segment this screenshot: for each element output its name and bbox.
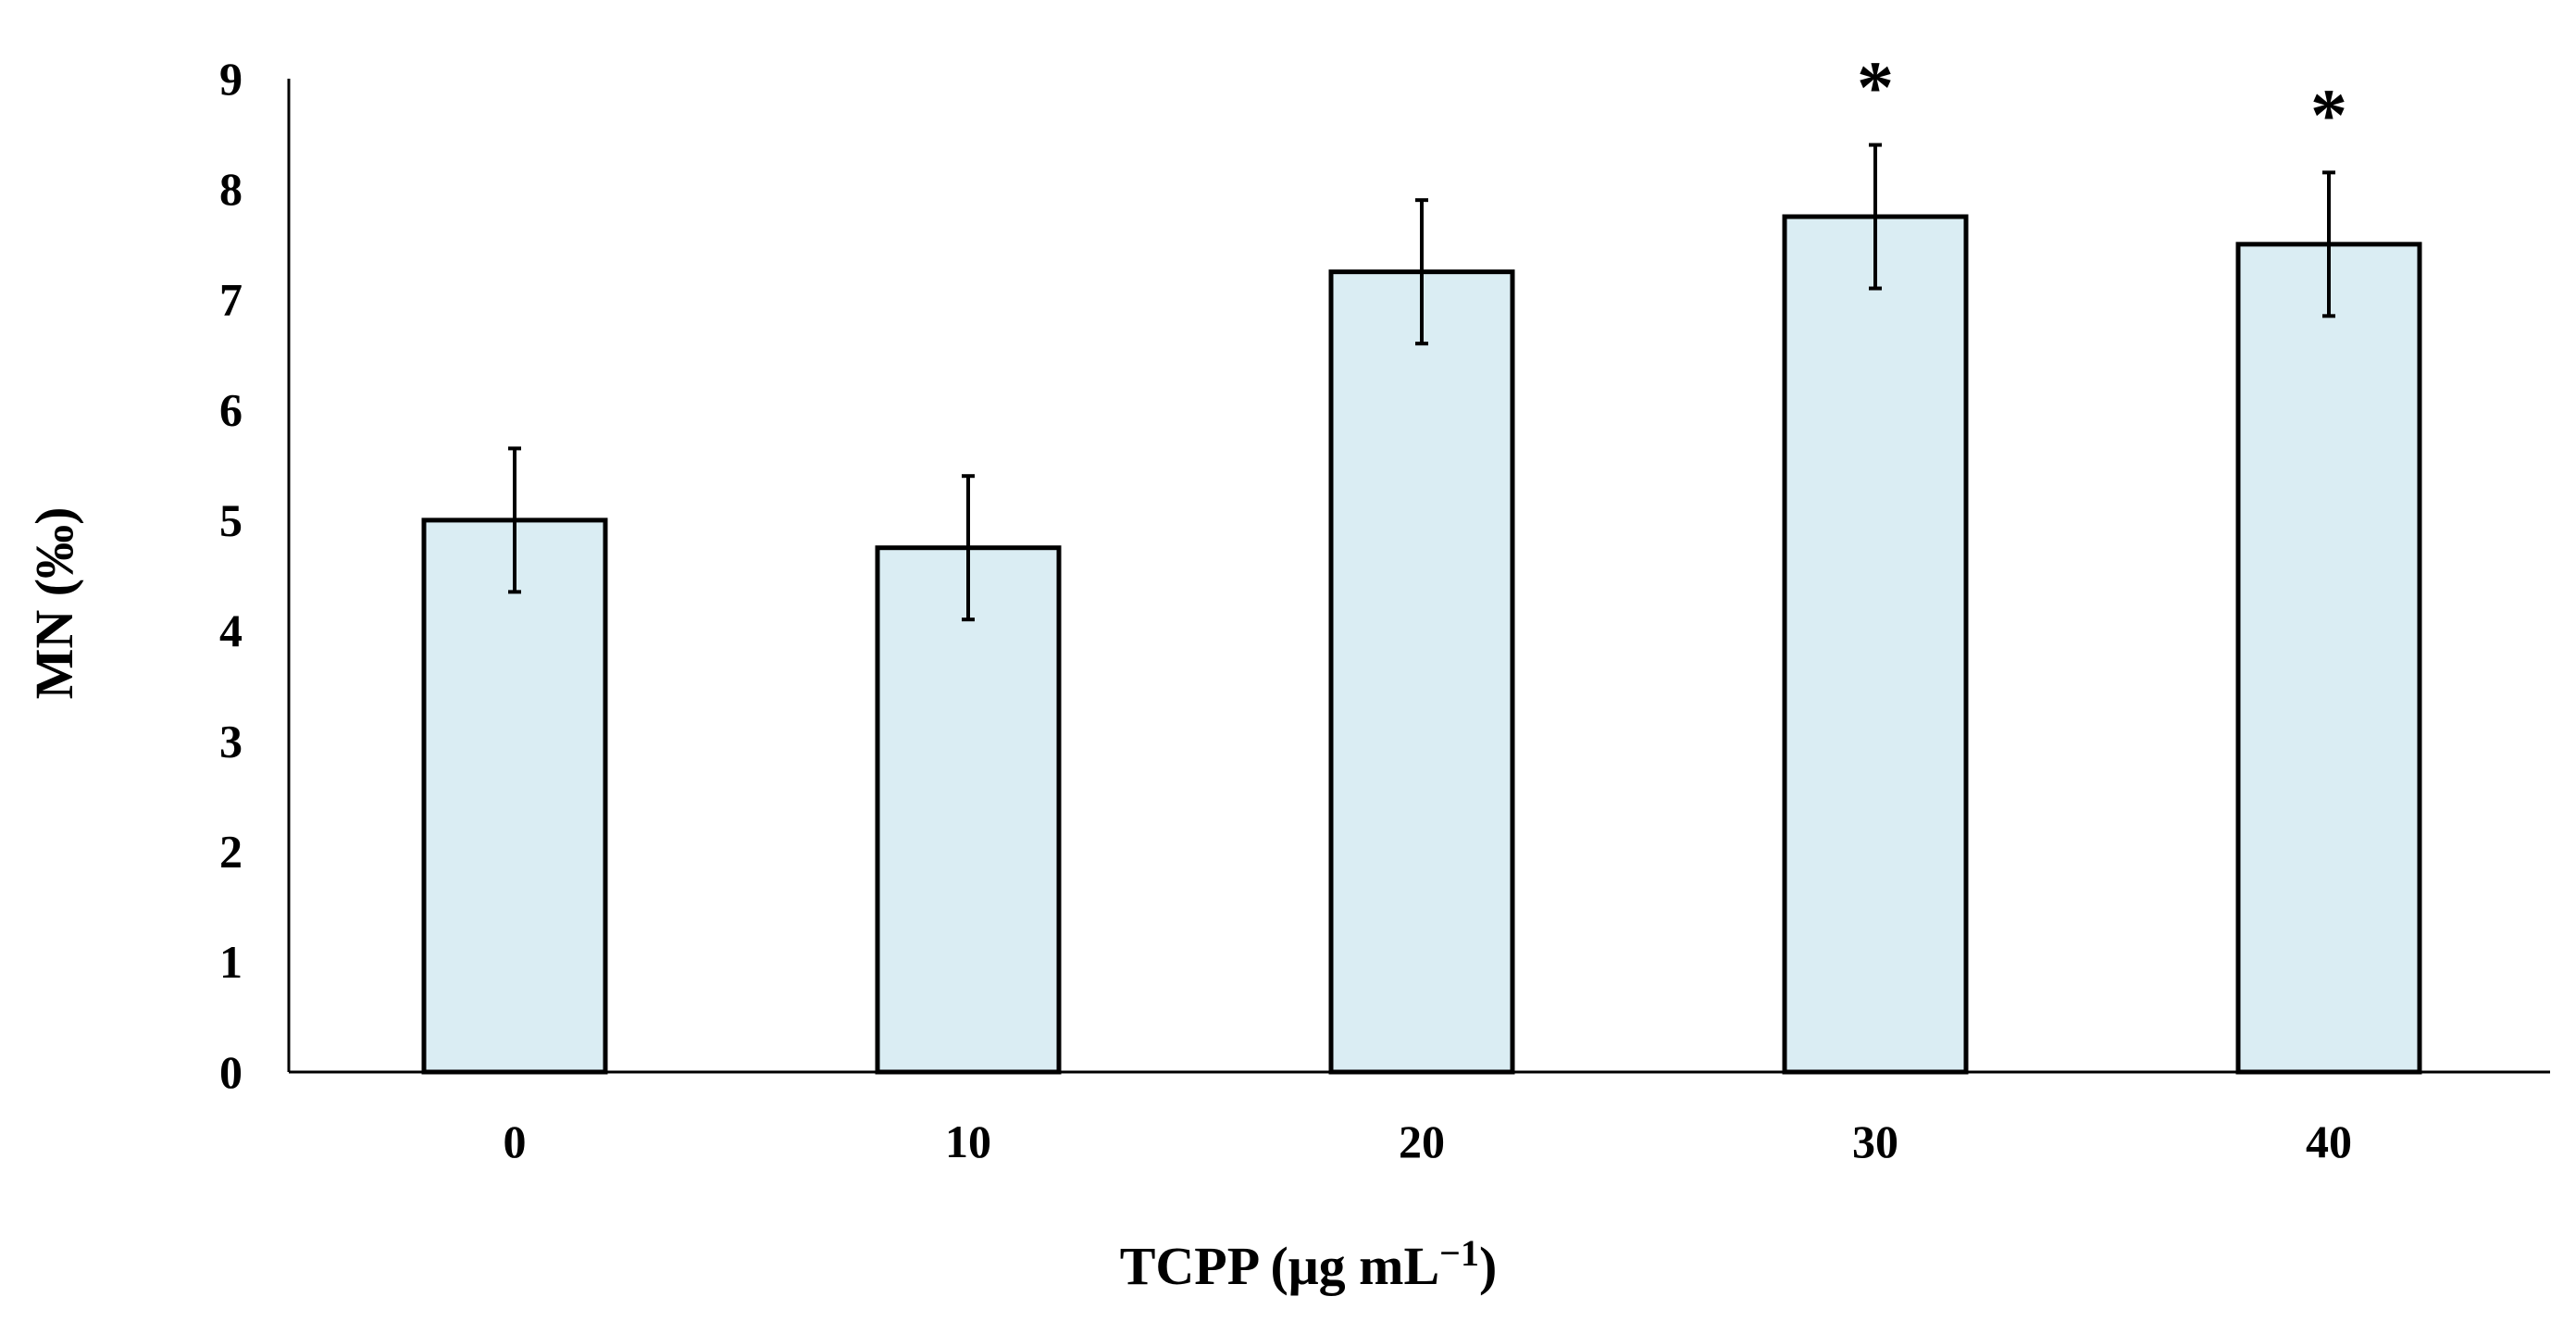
x-axis-title: TCPP (μg mL−1) (1120, 1232, 1498, 1296)
x-tick-label: 10 (945, 1116, 991, 1167)
y-tick-label: 7 (219, 273, 243, 325)
significance-marker-30: * (1857, 48, 1894, 130)
y-tick-label: 8 (219, 163, 243, 215)
x-tick-label: 40 (2306, 1116, 2352, 1167)
y-tick-label: 2 (219, 826, 243, 878)
significance-marker-40: * (2310, 75, 2347, 156)
y-tick-label: 3 (219, 715, 243, 767)
bar-30 (1782, 214, 1969, 1075)
significance-markers: * * (1857, 48, 2347, 157)
y-tick-label: 0 (219, 1046, 243, 1098)
y-tick-label: 9 (219, 53, 243, 105)
error-bars-layer (508, 143, 2335, 622)
bar-0 (421, 517, 608, 1075)
x-axis-title-main: TCPP (μg mL (1120, 1236, 1439, 1296)
x-tick-label: 0 (504, 1116, 527, 1167)
x-tick-label: 30 (1852, 1116, 1898, 1167)
bar-20 (1328, 269, 1515, 1075)
x-axis-title-superscript: −1 (1439, 1232, 1479, 1274)
x-tick-label: 20 (1399, 1116, 1445, 1167)
y-tick-label: 6 (219, 384, 243, 436)
bar-40 (2235, 242, 2422, 1075)
x-axis-title-close: ) (1479, 1236, 1497, 1296)
y-tick-label: 1 (219, 936, 243, 988)
y-tick-labels: 0 1 2 3 4 5 6 7 8 9 (219, 53, 243, 1098)
y-axis-title: MN (‰) (24, 507, 84, 700)
bar-10 (875, 545, 1062, 1075)
y-tick-label: 4 (219, 605, 243, 656)
x-tick-labels: 0 10 20 30 40 (504, 1116, 2353, 1167)
y-tick-label: 5 (219, 494, 243, 546)
